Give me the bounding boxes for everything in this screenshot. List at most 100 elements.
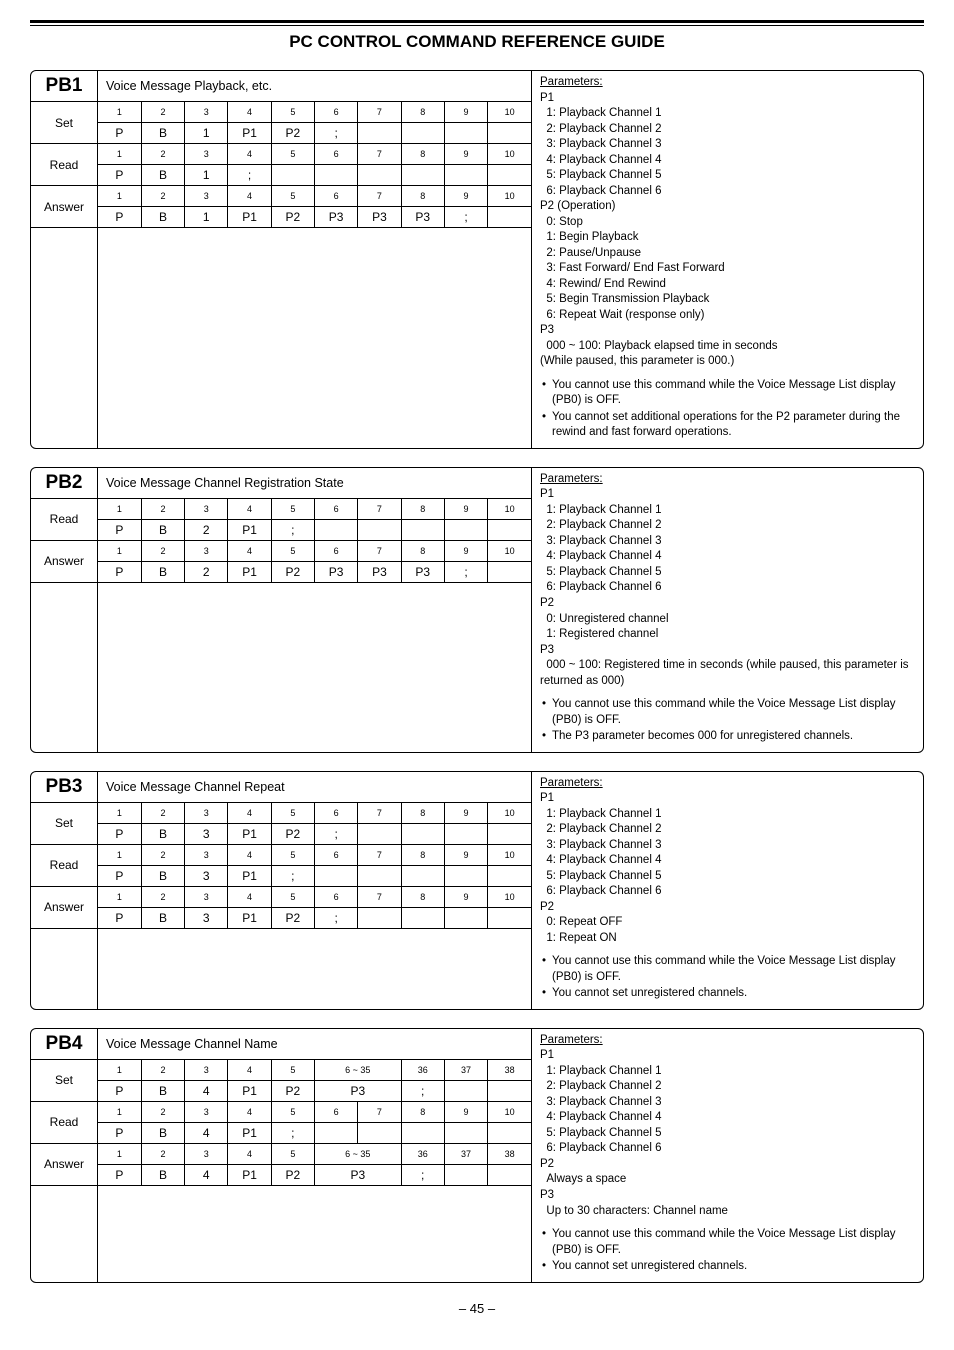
pb1-p1-2: 2: Playback Channel 2: [546, 123, 661, 135]
pb3-p2-label: P2: [540, 901, 554, 913]
pb4-code: PB4: [31, 1029, 98, 1059]
pb2-p2-1: 1: Registered channel: [546, 628, 658, 640]
pb3-set-table: 12345678910 PB3P1P2;: [98, 803, 531, 844]
pb4-p2-label: P2: [540, 1158, 554, 1170]
pb4-answer-label: Answer: [31, 1144, 98, 1185]
pb3-p1-label: P1: [540, 792, 554, 804]
pb4-p3-range: Up to 30 characters: Channel name: [546, 1205, 728, 1217]
pb3-p2-0: 0: Repeat OFF: [546, 916, 622, 928]
pb1-p1-3: 3: Playback Channel 3: [546, 138, 661, 150]
pb3-desc: Voice Message Channel Repeat: [98, 772, 531, 802]
pb1-read-label: Read: [31, 144, 98, 185]
pb1-p2-label: P2 (Operation): [540, 200, 615, 212]
pb3-p1-1: 1: Playback Channel 1: [546, 808, 661, 820]
pb3-answer-label: Answer: [31, 887, 98, 928]
pb4-p1-5: 5: Playback Channel 5: [546, 1127, 661, 1139]
pb4-note2: You cannot set unregistered channels.: [540, 1259, 915, 1275]
pb3-p1-5: 5: Playback Channel 5: [546, 870, 661, 882]
pb1-read-table: 12345678910 PB1;: [98, 144, 531, 185]
pb1-params: Parameters: P1 1: Playback Channel 1 2: …: [532, 71, 923, 448]
pb2-p1-5: 5: Playback Channel 5: [546, 566, 661, 578]
pb3-block: PB3 Voice Message Channel Repeat Set 123…: [30, 771, 924, 1010]
pb1-answer-label: Answer: [31, 186, 98, 227]
pb4-desc: Voice Message Channel Name: [98, 1029, 531, 1059]
pb1-set-table: 12345678910 PB1P1P2;: [98, 102, 531, 143]
pb2-note2: The P3 parameter becomes 000 for unregis…: [540, 729, 915, 745]
pb2-read-label: Read: [31, 499, 98, 540]
pb4-read-label: Read: [31, 1102, 98, 1143]
pb1-note2: You cannot set additional operations for…: [540, 410, 915, 441]
pb2-p2-0: 0: Unregistered channel: [546, 613, 668, 625]
pb2-p1-3: 3: Playback Channel 3: [546, 535, 661, 547]
pb4-p1-6: 6: Playback Channel 6: [546, 1142, 661, 1154]
pb1-p2-2: 2: Pause/Unpause: [546, 247, 641, 259]
pb1-p2-5: 5: Begin Transmission Playback: [546, 293, 709, 305]
pb3-read-label: Read: [31, 845, 98, 886]
pb1-p1-1: 1: Playback Channel 1: [546, 107, 661, 119]
pb2-answer-label: Answer: [31, 541, 98, 582]
pb3-p1-2: 2: Playback Channel 2: [546, 823, 661, 835]
pb2-p1-2: 2: Playback Channel 2: [546, 519, 661, 531]
pb4-left: PB4 Voice Message Channel Name Set 12345…: [31, 1029, 532, 1282]
pb1-p1-6: 6: Playback Channel 6: [546, 185, 661, 197]
pb2-p1-4: 4: Playback Channel 4: [546, 550, 661, 562]
pb3-params: Parameters: P1 1: Playback Channel 1 2: …: [532, 772, 923, 1009]
pb2-p1-label: P1: [540, 488, 554, 500]
pb2-note1: You cannot use this command while the Vo…: [540, 697, 915, 728]
pb4-params: Parameters: P1 1: Playback Channel 1 2: …: [532, 1029, 923, 1282]
pb4-p1-label: P1: [540, 1049, 554, 1061]
pb2-block: PB2 Voice Message Channel Registration S…: [30, 467, 924, 753]
pb4-set-table: 123456 ~ 35363738 PB4P1P2P3;: [98, 1060, 531, 1101]
pb1-p1-label: P1: [540, 92, 554, 104]
pb3-note1: You cannot use this command while the Vo…: [540, 954, 915, 985]
pb3-set-label: Set: [31, 803, 98, 844]
pb2-answer-table: 12345678910 PB2P1P2P3P3P3;: [98, 541, 531, 582]
pb4-set-label: Set: [31, 1060, 98, 1101]
pb1-code: PB1: [31, 71, 98, 101]
pb4-p1-3: 3: Playback Channel 3: [546, 1096, 661, 1108]
pb2-params-heading: Parameters:: [540, 473, 603, 485]
pb2-p2-label: P2: [540, 597, 554, 609]
pb1-p2-0: 0: Stop: [546, 216, 582, 228]
pb1-p2-1: 1: Begin Playback: [546, 231, 638, 243]
page-number: – 45 –: [30, 1301, 924, 1316]
page-title: PC CONTROL COMMAND REFERENCE GUIDE: [30, 32, 924, 52]
pb4-note1: You cannot use this command while the Vo…: [540, 1227, 915, 1258]
pb4-p1-2: 2: Playback Channel 2: [546, 1080, 661, 1092]
pb4-p3-label: P3: [540, 1189, 554, 1201]
header-rule: [30, 20, 924, 26]
pb1-left: PB1 Voice Message Playback, etc. Set 123…: [31, 71, 532, 448]
pb1-p1-5: 5: Playback Channel 5: [546, 169, 661, 181]
pb1-note1: You cannot use this command while the Vo…: [540, 378, 915, 409]
pb4-params-heading: Parameters:: [540, 1034, 603, 1046]
pb3-params-heading: Parameters:: [540, 777, 603, 789]
pb4-p1-1: 1: Playback Channel 1: [546, 1065, 661, 1077]
pb2-code: PB2: [31, 468, 98, 498]
pb1-block: PB1 Voice Message Playback, etc. Set 123…: [30, 70, 924, 449]
pb4-answer-table: 123456 ~ 35363738 PB4P1P2P3;: [98, 1144, 531, 1185]
pb1-p3-note: (While paused, this parameter is 000.): [540, 355, 734, 367]
pb2-p3-label: P3: [540, 644, 554, 656]
pb1-p1-4: 4: Playback Channel 4: [546, 154, 661, 166]
pb1-p2-6: 6: Repeat Wait (response only): [546, 309, 704, 321]
pb1-set-label: Set: [31, 102, 98, 143]
pb3-answer-table: 12345678910 PB3P1P2;: [98, 887, 531, 928]
pb3-left: PB3 Voice Message Channel Repeat Set 123…: [31, 772, 532, 1009]
pb2-params: Parameters: P1 1: Playback Channel 1 2: …: [532, 468, 923, 752]
pb2-desc: Voice Message Channel Registration State: [98, 468, 531, 498]
pb4-p1-4: 4: Playback Channel 4: [546, 1111, 661, 1123]
pb1-params-heading: Parameters:: [540, 76, 603, 88]
pb4-block: PB4 Voice Message Channel Name Set 12345…: [30, 1028, 924, 1283]
pb4-read-table: 12345678910 PB4P1;: [98, 1102, 531, 1143]
pb1-p3-label: P3: [540, 324, 554, 336]
pb1-answer-table: 12345678910 PB1P1P2P3P3P3;: [98, 186, 531, 227]
pb1-p2-3: 3: Fast Forward/ End Fast Forward: [546, 262, 724, 274]
pb2-read-table: 12345678910 PB2P1;: [98, 499, 531, 540]
pb1-p3-range: 000 ~ 100: Playback elapsed time in seco…: [546, 340, 777, 352]
pb1-desc: Voice Message Playback, etc.: [98, 71, 531, 101]
pb3-p2-1: 1: Repeat ON: [546, 932, 616, 944]
pb3-read-table: 12345678910 PB3P1;: [98, 845, 531, 886]
pb2-left: PB2 Voice Message Channel Registration S…: [31, 468, 532, 752]
pb1-p2-4: 4: Rewind/ End Rewind: [546, 278, 666, 290]
pb3-p1-6: 6: Playback Channel 6: [546, 885, 661, 897]
